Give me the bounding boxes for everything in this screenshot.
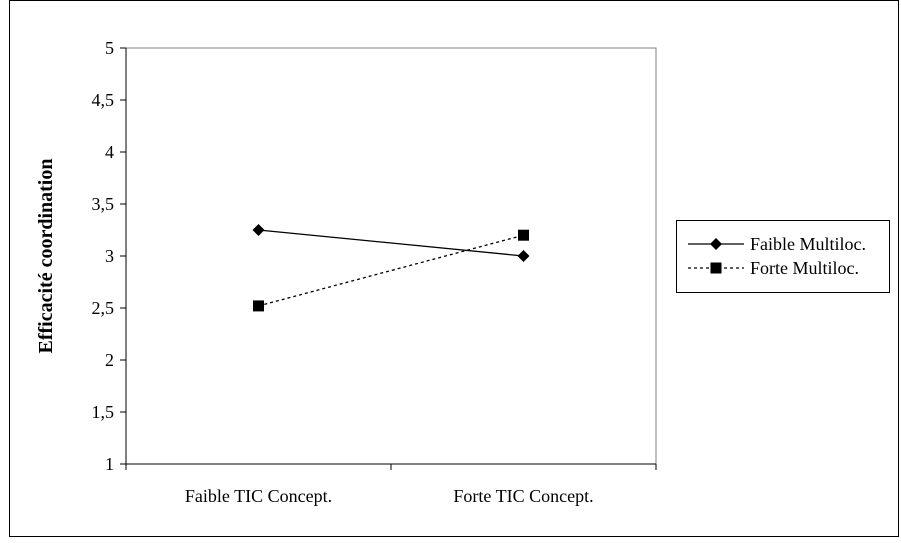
series-2 [253, 229, 529, 312]
x-tick-label: Forte TIC Concept. [453, 486, 593, 506]
data-point [518, 229, 529, 241]
series-layer [252, 224, 530, 312]
data-point [517, 250, 530, 262]
legend-marker [710, 262, 722, 274]
y-tick-label: 4 [105, 142, 114, 162]
y-tick-label: 2 [105, 350, 114, 370]
series-line [258, 229, 524, 257]
y-tick-label: 1 [105, 454, 114, 474]
y-tick-label: 4,5 [92, 90, 115, 110]
y-axis-label: Efficacité coordination [35, 159, 57, 354]
y-tick-label: 1,5 [92, 402, 115, 422]
y-tick-label: 5 [105, 38, 114, 58]
series-line [258, 234, 524, 307]
y-tick-label: 2,5 [92, 298, 115, 318]
legend-label: Forte Multiloc. [750, 258, 859, 278]
legend: Faible Multiloc. Forte Multiloc. [676, 220, 890, 293]
legend-marker [710, 238, 722, 250]
x-axis: Faible TIC Concept. Forte TIC Concept. [125, 463, 657, 506]
x-tick-label: Faible TIC Concept. [185, 486, 332, 506]
y-axis: 1 1,5 2 2,5 3 3,5 4 4,5 5 [92, 38, 127, 474]
data-point [253, 300, 264, 312]
legend-item: Forte Multiloc. [688, 258, 859, 278]
y-tick-label: 3,5 [92, 194, 115, 214]
y-tick-label: 3 [105, 246, 114, 266]
series-1 [252, 224, 530, 262]
legend-box [676, 220, 890, 293]
legend-label: Faible Multiloc. [750, 234, 866, 254]
legend-item: Faible Multiloc. [688, 234, 866, 254]
data-point [252, 224, 265, 236]
